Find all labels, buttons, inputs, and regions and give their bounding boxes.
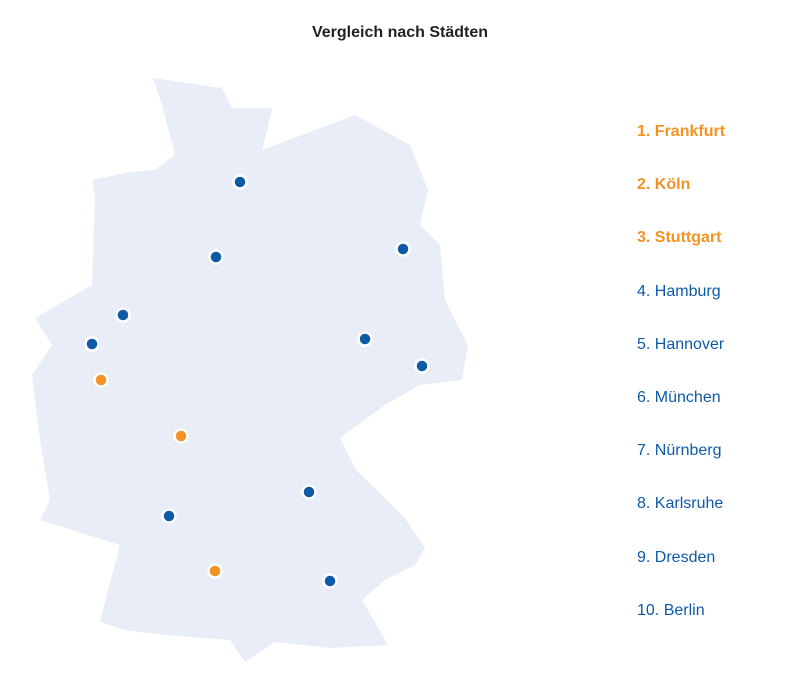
country-shape: [32, 78, 468, 662]
city-rank-item: 6. München: [637, 388, 721, 406]
city-dot: [301, 484, 317, 500]
city-dot: [115, 307, 131, 323]
city-dot: [161, 508, 177, 524]
city-rank-item: 2. Köln: [637, 176, 691, 194]
city-rank-item: 4. Hamburg: [637, 282, 721, 300]
city-dot: [232, 174, 248, 190]
city-rank-item: 5. Hannover: [637, 335, 725, 353]
city-dot: [395, 241, 411, 257]
city-rank-item: 1. Frankfurt: [637, 123, 726, 140]
city-rank-item: 8. Karlsruhe: [637, 495, 724, 513]
city-ranking: 1. Frankfurt 2. Köln 3. Stuttgart 4. Hambur…: [637, 121, 725, 653]
city-dot: [208, 249, 224, 265]
city-rank-item: 10. Berlin: [637, 601, 705, 619]
city-dot: [414, 358, 430, 374]
city-dots: [84, 174, 430, 589]
city-dot: [173, 428, 189, 444]
city-rank-item: 9. Dresden: [637, 548, 716, 566]
city-dot: [207, 563, 223, 579]
city-rank-item: 7. Nürnberg: [637, 442, 722, 460]
city-dot: [357, 331, 373, 347]
city-dot: [322, 573, 338, 589]
city-dot: [93, 372, 109, 388]
city-rank-item: 3. Stuttgart: [637, 229, 722, 247]
germany-map: [32, 78, 468, 662]
city-dot: [84, 336, 100, 352]
title: Vergleich nach Städten: [311, 24, 489, 41]
